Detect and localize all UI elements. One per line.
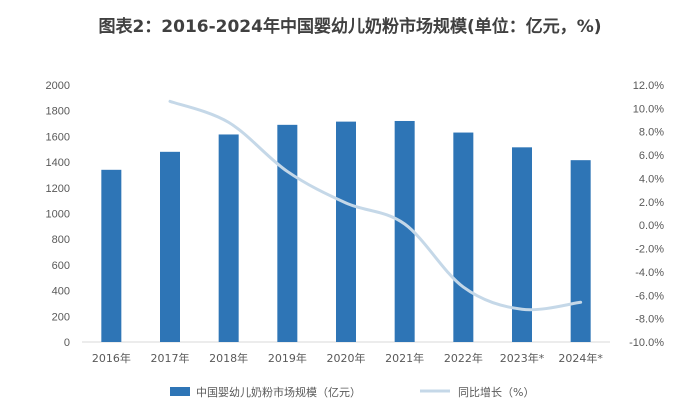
x-tick-label: 2019年 [268, 351, 307, 365]
right-tick-label: 8.0% [639, 127, 664, 139]
legend-label-line: 同比增长（%） [458, 385, 534, 399]
growth-line [168, 99, 583, 312]
legend: 中国婴幼儿奶粉市场规模（亿元） 同比增长（%） [170, 385, 534, 399]
x-tick-label: 2024年* [558, 351, 603, 365]
right-tick-label: -6.0% [635, 290, 664, 302]
left-tick-label: 200 [52, 311, 70, 323]
right-tick-label: -4.0% [635, 267, 664, 279]
bar [336, 121, 356, 342]
bar [570, 160, 591, 342]
right-tick-label: 10.0% [633, 103, 664, 115]
left-tick-label: 600 [52, 260, 70, 272]
left-tick-label: 0 [64, 337, 70, 349]
bar [512, 147, 532, 342]
right-tick-label: -10.0% [629, 337, 664, 349]
legend-swatch-bar [170, 387, 190, 396]
x-tick-label: 2023年* [500, 351, 545, 365]
x-tick-label: 2017年 [151, 351, 190, 365]
right-tick-label: 6.0% [639, 150, 664, 162]
line-series [168, 99, 583, 312]
chart-title: 图表2：2016-2024年中国婴幼儿奶粉市场规模(单位：亿元，%) [98, 17, 602, 37]
left-tick-label: 1400 [46, 157, 70, 169]
x-tick-label: 2022年 [444, 351, 483, 365]
bar-series [101, 120, 591, 343]
bar [453, 132, 474, 342]
left-tick-label: 1800 [46, 106, 70, 118]
right-tick-label: -2.0% [635, 244, 664, 256]
right-tick-label: 12.0% [633, 80, 664, 92]
bar [394, 120, 415, 342]
legend-label-bar: 中国婴幼儿奶粉市场规模（亿元） [196, 385, 361, 399]
left-tick-label: 800 [52, 234, 70, 246]
bar [277, 124, 298, 343]
bar [160, 151, 180, 342]
right-axis: -10.0% -8.0% -6.0% -4.0% -2.0% 0.0% 2.0% 4.0% 6.… [629, 80, 664, 349]
bar [101, 169, 122, 342]
left-tick-label: 1600 [46, 131, 70, 143]
x-tick-label: 2021年 [385, 351, 424, 365]
left-tick-label: 1200 [46, 183, 70, 195]
left-tick-label: 1000 [46, 209, 70, 221]
x-tick-label: 2016年 [92, 351, 131, 365]
left-axis: 0 200 400 600 800 1000 1200 1400 1600 1800 2000 [46, 80, 70, 349]
left-tick-label: 400 [52, 286, 70, 298]
x-axis: 2016年 2017年 2018年 2019年 2020年 2021年 2022年 2023年… [92, 351, 604, 365]
right-tick-label: 0.0% [639, 220, 664, 232]
right-tick-label: -8.0% [635, 314, 664, 326]
right-tick-label: 2.0% [639, 197, 664, 209]
x-tick-label: 2018年 [209, 351, 248, 365]
bar [218, 134, 239, 342]
right-tick-label: 4.0% [639, 173, 664, 185]
x-tick-label: 2020年 [327, 351, 366, 365]
left-tick-label: 2000 [46, 80, 70, 92]
